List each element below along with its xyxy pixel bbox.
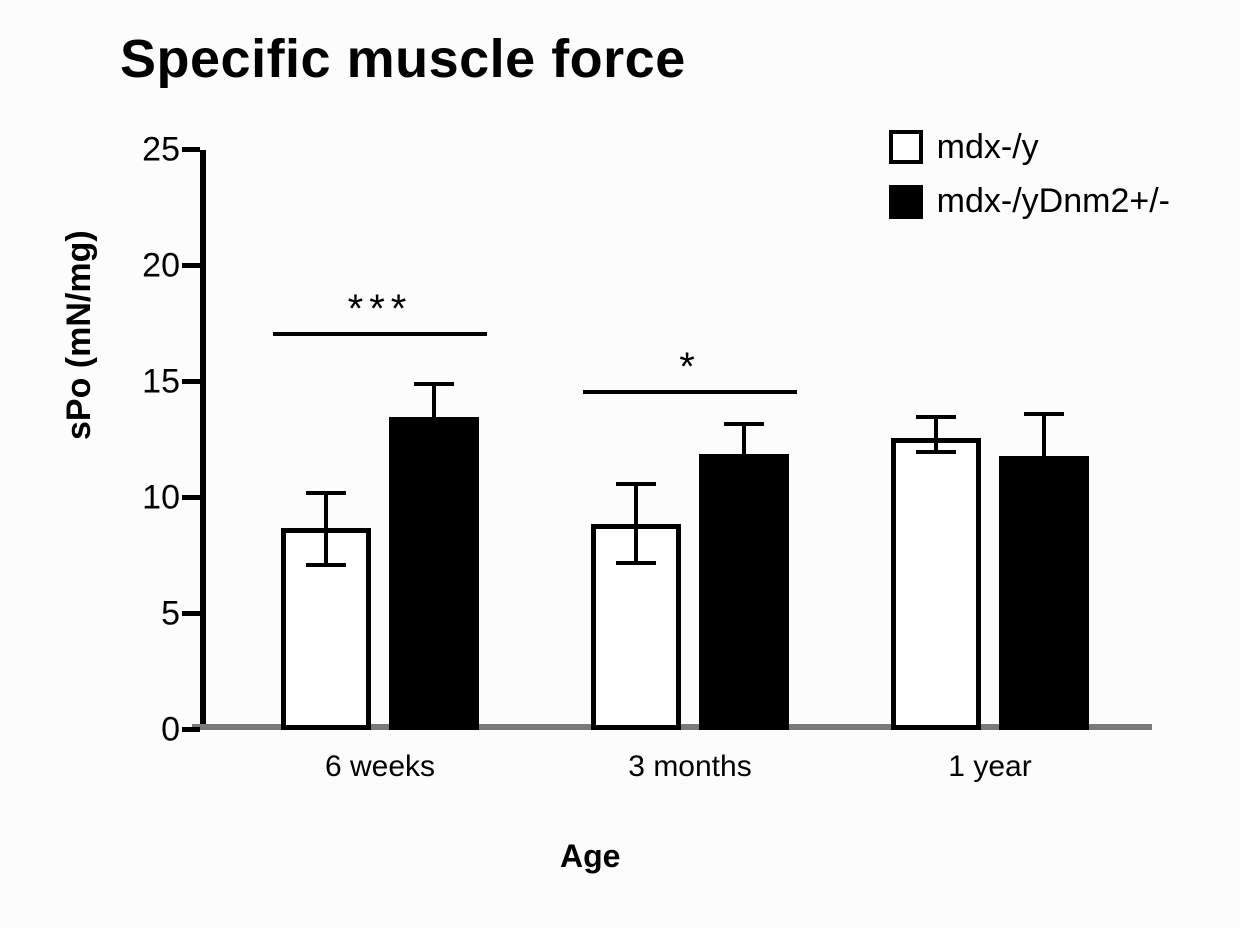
y-axis-label: sPo (mN/mg) <box>60 230 99 440</box>
y-tick-label: 5 <box>120 595 180 634</box>
y-axis <box>200 150 206 730</box>
significance-bar <box>583 390 797 394</box>
error-bar-cap <box>306 563 346 567</box>
y-tick <box>182 611 200 616</box>
y-tick <box>182 379 200 384</box>
error-bar-cap <box>306 491 346 495</box>
y-tick <box>182 495 200 500</box>
error-bar-cap <box>616 561 656 565</box>
error-bar-cap <box>1024 412 1064 416</box>
error-bar-cap <box>616 482 656 486</box>
bar <box>999 456 1089 730</box>
x-tick-label: 3 months <box>628 750 751 784</box>
error-bar-stem <box>934 417 938 452</box>
y-tick <box>182 147 200 152</box>
bar <box>891 438 981 730</box>
error-bar-cap <box>414 382 454 386</box>
plot-area: 0510152025**** <box>200 150 1140 730</box>
significance-marker: *** <box>348 287 413 332</box>
y-tick-label: 15 <box>120 363 180 402</box>
page-root: Specific muscle force mdx-/y mdx-/yDnm2+… <box>0 0 1240 928</box>
error-bar-cap <box>724 422 764 426</box>
error-bar-stem <box>432 384 436 416</box>
x-axis-label: Age <box>560 838 620 875</box>
error-bar-stem <box>634 484 638 563</box>
error-bar-stem <box>324 493 328 565</box>
significance-marker: * <box>679 345 701 390</box>
y-tick-label: 25 <box>120 131 180 170</box>
error-bar-cap <box>1024 470 1064 474</box>
y-tick <box>182 727 200 732</box>
bar <box>389 417 479 730</box>
x-tick-label: 6 weeks <box>325 750 435 784</box>
y-tick-label: 10 <box>120 479 180 518</box>
chart-title: Specific muscle force <box>120 28 686 90</box>
error-bar-stem <box>742 424 746 454</box>
bar <box>699 454 789 730</box>
y-tick <box>182 263 200 268</box>
y-tick-label: 0 <box>120 711 180 750</box>
error-bar-stem <box>1042 414 1046 472</box>
significance-bar <box>273 332 487 336</box>
error-bar-cap <box>916 450 956 454</box>
x-tick-label: 1 year <box>948 750 1031 784</box>
error-bar-cap <box>916 415 956 419</box>
y-tick-label: 20 <box>120 247 180 286</box>
